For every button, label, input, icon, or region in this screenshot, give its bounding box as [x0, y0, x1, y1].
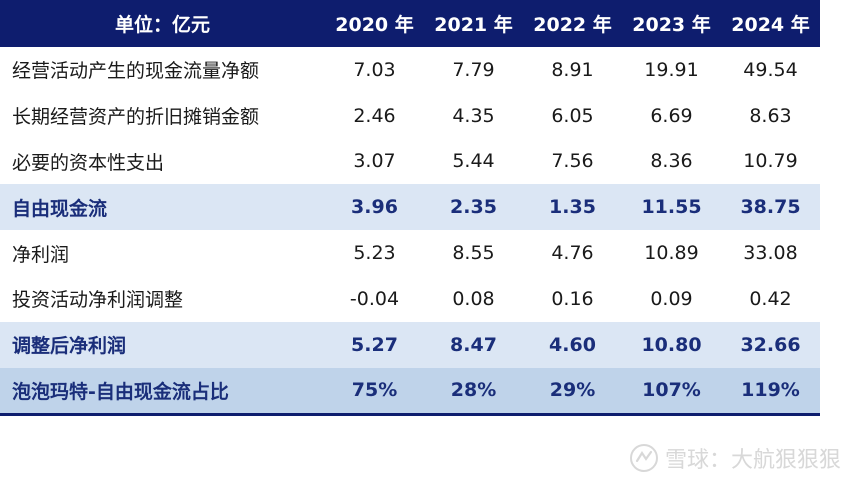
row-value: 28%	[450, 379, 497, 402]
row-value: 5.23	[353, 242, 396, 265]
cashflow-table: 单位：亿元 2020 年 2021 年 2022 年 2023 年 2024 年…	[0, 0, 820, 417]
row-label: 经营活动产生的现金流量净额	[12, 60, 260, 83]
row-value: 4.60	[549, 333, 596, 356]
row-value: 107%	[642, 379, 701, 402]
table-row-final: 泡泡玛特-自由现金流占比 75% 28% 29% 107% 119%	[0, 367, 820, 417]
table-row-highlight: 自由现金流 3.96 2.35 1.35 11.55 38.75	[0, 184, 820, 231]
row-value: 8.55	[452, 242, 495, 265]
row-label: 自由现金流	[12, 197, 108, 220]
table-row: 经营活动产生的现金流量净额 7.03 7.79 8.91 19.91 49.54	[0, 47, 820, 93]
watermark-text: 雪球：大航狠狠狠	[664, 448, 841, 473]
row-value: 38.75	[740, 196, 801, 219]
row-value: 75%	[351, 379, 398, 402]
row-value: 0.42	[749, 287, 792, 310]
row-value: 7.56	[551, 150, 594, 173]
row-value: 3.96	[351, 196, 398, 219]
row-value: 8.91	[551, 58, 594, 81]
table-row: 净利润 5.23 8.55 4.76 10.89 33.08	[0, 230, 820, 276]
row-value: 6.69	[650, 104, 693, 127]
row-value: -0.04	[349, 287, 400, 310]
header-cell-unit: 单位：亿元	[114, 14, 210, 36]
header-cell-2024: 2024 年	[731, 14, 810, 36]
header-cell-2022: 2022 年	[533, 14, 612, 36]
row-value: 4.35	[452, 104, 495, 127]
row-label: 净利润	[12, 243, 70, 266]
row-value: 2.35	[450, 196, 497, 219]
row-value: 8.63	[749, 104, 792, 127]
row-value: 3.07	[353, 150, 396, 173]
row-value: 7.03	[353, 58, 396, 81]
table-row: 长期经营资产的折旧摊销金额 2.46 4.35 6.05 6.69 8.63	[0, 93, 820, 139]
row-value: 0.09	[650, 287, 693, 310]
table-row-highlight: 调整后净利润 5.27 8.47 4.60 10.80 32.66	[0, 321, 820, 368]
row-value: 49.54	[743, 58, 798, 81]
table-row: 投资活动净利润调整 -0.04 0.08 0.16 0.09 0.42	[0, 276, 820, 322]
row-label: 必要的资本性支出	[12, 151, 165, 174]
row-label: 投资活动净利润调整	[12, 289, 184, 312]
row-value: 7.79	[452, 58, 495, 81]
row-label: 调整后净利润	[12, 335, 127, 358]
row-value: 8.47	[450, 333, 497, 356]
row-value: 10.80	[641, 333, 702, 356]
row-label: 长期经营资产的折旧摊销金额	[12, 106, 260, 129]
row-value: 5.27	[351, 333, 398, 356]
row-value: 0.08	[452, 287, 495, 310]
row-value: 33.08	[743, 242, 798, 265]
row-value: 29%	[549, 379, 596, 402]
row-value: 8.36	[650, 150, 693, 173]
xueqiu-logo-icon	[629, 444, 658, 472]
row-value: 10.89	[644, 242, 699, 265]
row-value: 32.66	[740, 333, 801, 356]
row-value: 2.46	[353, 104, 396, 127]
table-row: 必要的资本性支出 3.07 5.44 7.56 8.36 10.79	[0, 139, 820, 185]
row-value: 6.05	[551, 104, 594, 127]
row-label: 泡泡玛特-自由现金流占比	[12, 380, 229, 403]
row-value: 119%	[741, 379, 800, 402]
row-value: 4.76	[551, 242, 594, 265]
table-header-row: 单位：亿元 2020 年 2021 年 2022 年 2023 年 2024 年	[0, 0, 820, 47]
row-value: 11.55	[641, 196, 702, 219]
watermark: 雪球：大航狠狠狠	[629, 442, 841, 474]
header-cell-2020: 2020 年	[335, 14, 414, 36]
header-cell-2021: 2021 年	[434, 14, 513, 36]
row-value: 5.44	[452, 150, 495, 173]
row-value: 1.35	[549, 196, 596, 219]
row-value: 0.16	[551, 287, 594, 310]
row-value: 10.79	[743, 150, 798, 173]
row-value: 19.91	[644, 58, 699, 81]
header-cell-2023: 2023 年	[632, 14, 711, 36]
